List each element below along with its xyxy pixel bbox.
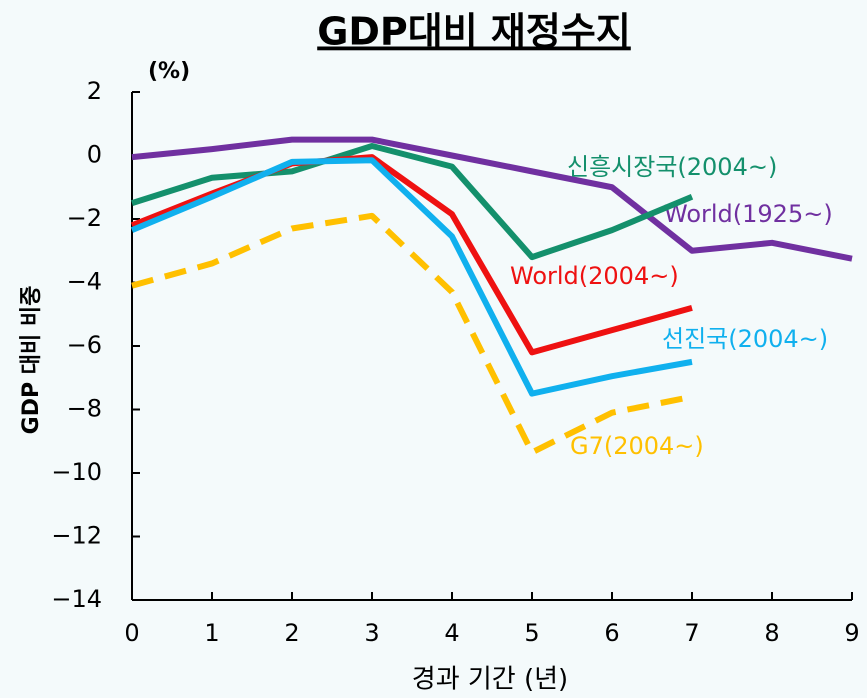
- x-axis-label: 경과 기간 (년): [412, 665, 568, 695]
- y-unit: (%): [148, 59, 190, 84]
- x-tick-label: 7: [684, 619, 699, 647]
- series-label: World(2004~): [510, 262, 679, 290]
- x-tick-label: 1: [204, 619, 219, 647]
- series-line: [131, 142, 694, 261]
- y-tick-label: −8: [67, 395, 102, 423]
- x-tick-label: 6: [604, 619, 619, 647]
- series-label: G7(2004~): [570, 432, 704, 460]
- x-tick-label: 8: [764, 619, 779, 647]
- x-tick-label: 0: [124, 619, 139, 647]
- y-tick-label: −14: [51, 585, 102, 613]
- y-axis-label: GDP 대비 비중: [19, 286, 44, 435]
- chart-title: GDP대비 재정수지: [317, 10, 631, 54]
- x-tick-label: 4: [444, 619, 459, 647]
- x-tick-label: 9: [844, 619, 859, 647]
- x-tick-label: 5: [524, 619, 539, 647]
- x-tick-label: 3: [364, 619, 379, 647]
- series-label: 신흥시장국(2004~): [567, 153, 777, 181]
- y-tick-label: −4: [67, 268, 102, 296]
- y-tick-label: −2: [67, 204, 102, 232]
- series-label: World(1925~): [664, 200, 833, 228]
- series-line: [131, 136, 853, 262]
- y-tick-label: −10: [51, 458, 102, 486]
- y-tick-label: 2: [87, 77, 102, 105]
- x-tick-label: 2: [284, 619, 299, 647]
- series-label: 선진국(2004~): [662, 325, 828, 353]
- y-tick-label: −6: [67, 331, 102, 359]
- series-line: [131, 212, 693, 456]
- y-tick-label: 0: [87, 141, 102, 169]
- series-line: [130, 157, 693, 397]
- y-tick-label: −12: [51, 522, 102, 550]
